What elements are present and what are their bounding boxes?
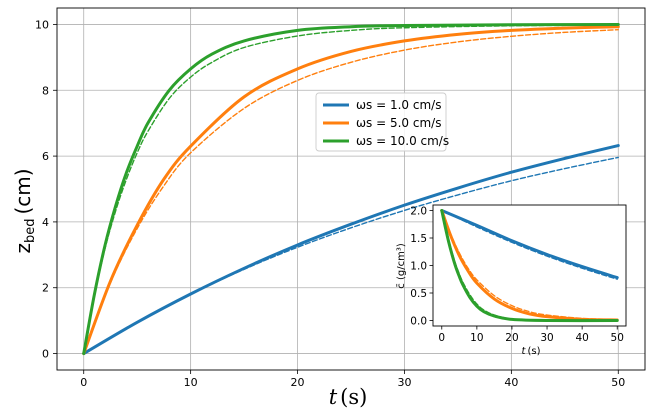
- inset-y-ticks: 0.0 0.5 1.0 1.5 2.0: [410, 206, 433, 328]
- inset-x-tick-label: 20: [505, 332, 518, 344]
- series-line: [82, 144, 620, 356]
- x-tick-label: 40: [504, 376, 518, 389]
- inset-series: [440, 209, 619, 323]
- y-tick-label: 6: [42, 150, 49, 163]
- main-y-ticks: 0 2 4 6 8 10: [35, 18, 57, 361]
- inset-y-tick-label: 0.5: [410, 288, 427, 300]
- x-tick-label: 10: [184, 376, 198, 389]
- series-line: [82, 25, 620, 356]
- x-tick-label: 0: [80, 376, 87, 389]
- inset-axes: 0 10 20 30 40 50 0.0 0.5 1.0 1.5 2.0 c̄ (g/cm³) t…: [396, 204, 627, 357]
- inset-x-tick-label: 50: [611, 332, 624, 344]
- inset-x-tick-label: 30: [540, 332, 553, 344]
- inset-y-tick-label: 1.0: [410, 261, 427, 273]
- series-line: [440, 209, 619, 322]
- inset-x-axis-label: t (s): [522, 346, 541, 357]
- x-tick-label: 30: [397, 376, 411, 389]
- y-tick-label: 2: [42, 282, 49, 295]
- main-y-axis-label: zbed (cm): [11, 168, 38, 253]
- legend-label: ωs = 1.0 cm/s: [356, 98, 441, 112]
- legend-box: [315, 92, 447, 152]
- legend-label: ωs = 5.0 cm/s: [356, 116, 441, 130]
- inset-x-ticks: 0 10 20 30 40 50: [438, 326, 624, 344]
- y-tick-label: 0: [42, 348, 49, 361]
- y-tick-label: 8: [42, 84, 49, 97]
- xlabel-unit: (s): [340, 385, 367, 409]
- main-x-ticks: 0 10 20 30 40 50: [80, 370, 625, 389]
- xlabel-var: t: [329, 385, 338, 409]
- ylabel-var: z: [11, 243, 35, 254]
- main-axes: 0 10 20 30 40 50 0 2 4 6 8 10: [35, 7, 646, 389]
- inset-y-tick-label: 2.0: [410, 206, 427, 218]
- main-axes-frame: [56, 7, 646, 371]
- inset-xlabel-var: t: [522, 346, 527, 357]
- ylabel-subscript: bed: [23, 219, 38, 244]
- x-tick-label: 20: [291, 376, 305, 389]
- y-tick-label: 10: [35, 18, 49, 31]
- inset-y-axis-label: c̄ (g/cm³): [396, 243, 407, 289]
- series-line: [82, 22, 620, 356]
- inset-y-tick-label: 0.0: [410, 316, 427, 328]
- main-series: [82, 22, 620, 356]
- y-tick-label: 4: [42, 216, 49, 229]
- inset-x-tick-label: 0: [438, 332, 445, 344]
- ylabel-unit: (cm): [11, 168, 35, 214]
- series-line: [440, 209, 619, 323]
- main-x-axis-label: t (s): [329, 385, 368, 409]
- legend-label: ωs = 10.0 cm/s: [356, 134, 449, 148]
- series-line-dashed: [83, 29, 619, 355]
- inset-y-tick-label: 1.5: [410, 233, 427, 245]
- x-tick-label: 50: [611, 376, 625, 389]
- inset-x-tick-label: 10: [470, 332, 483, 344]
- legend: ωs = 1.0 cm/s ωs = 5.0 cm/s ωs = 10.0 cm/s: [315, 92, 449, 152]
- series-line: [440, 209, 619, 280]
- inset-xlabel-unit: (s): [527, 346, 540, 357]
- inset-background: [433, 205, 626, 326]
- inset-x-tick-label: 40: [575, 332, 588, 344]
